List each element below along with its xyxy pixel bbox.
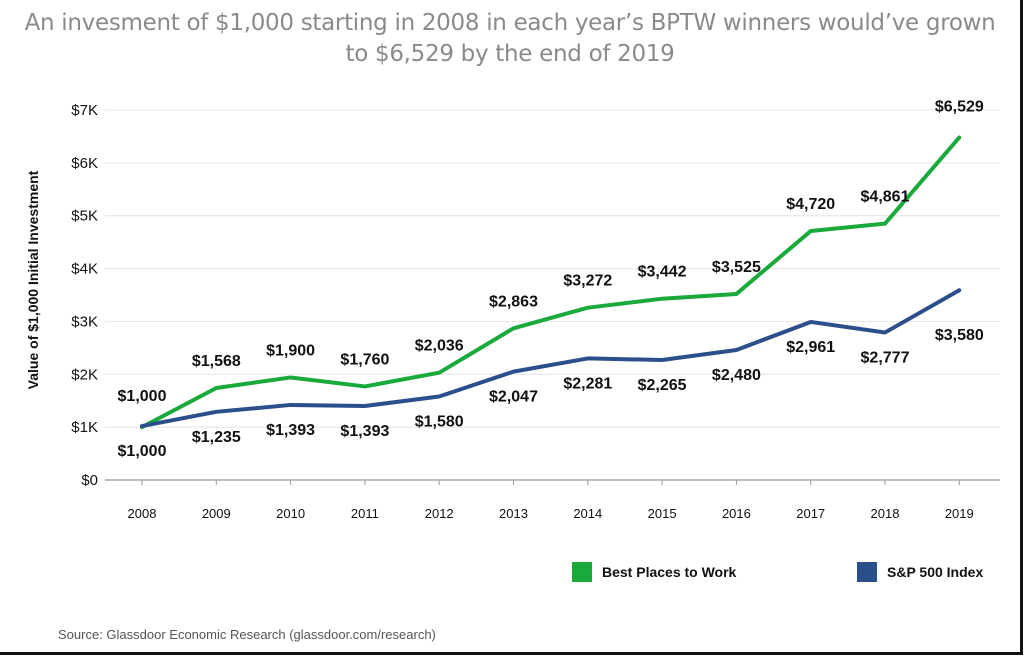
legend-sp500-label: S&P 500 Index <box>887 564 983 580</box>
x-tick-label: 2010 <box>276 506 305 521</box>
y-tick-label: $0 <box>81 472 98 489</box>
series-line-sp500 <box>140 288 962 429</box>
x-tick-label: 2009 <box>202 506 231 521</box>
data-label-sp500: $3,580 <box>935 327 984 344</box>
y-tick-label: $4K <box>71 261 98 278</box>
x-tick-label: 2012 <box>425 506 454 521</box>
title-line-2: to $6,529 by the end of 2019 <box>345 41 675 67</box>
x-tick-label: 2013 <box>499 506 528 521</box>
data-label-bptw: $4,861 <box>861 189 910 206</box>
title-line-1: An invesment of $1,000 starting in 2008 … <box>24 10 996 36</box>
x-tick-label: 2015 <box>648 506 677 521</box>
data-label-sp500: $2,480 <box>712 367 761 384</box>
data-label-bptw: $2,863 <box>489 293 538 310</box>
data-label-sp500: $2,265 <box>638 377 687 394</box>
data-label-bptw: $1,760 <box>340 351 389 368</box>
y-tick-label: $2K <box>71 366 98 383</box>
legend-sp500-swatch <box>857 562 877 582</box>
data-label-bptw: $3,272 <box>563 273 612 290</box>
y-tick-label: $6K <box>71 155 98 172</box>
x-tick-label: 2016 <box>722 506 751 521</box>
x-tick-label: 2018 <box>871 506 900 521</box>
data-label-sp500: $1,580 <box>415 413 464 430</box>
x-tick-label: 2014 <box>573 506 602 521</box>
data-label-bptw: $3,525 <box>712 259 761 276</box>
y-tick-label: $1K <box>71 419 98 436</box>
x-tick-label: 2011 <box>351 506 379 521</box>
x-tick-label: 2019 <box>945 506 974 521</box>
data-label-sp500: $1,393 <box>340 423 389 440</box>
chart-title: An invesment of $1,000 starting in 2008 … <box>20 8 1000 70</box>
series-line-bptw <box>140 135 962 430</box>
y-axis-label: Value of $1,000 Initial Investment <box>25 170 41 389</box>
y-tick-label: $3K <box>71 313 98 330</box>
data-label-sp500: $2,047 <box>489 389 538 406</box>
source-note: Source: Glassdoor Economic Research (gla… <box>58 627 436 642</box>
y-tick-label: $5K <box>71 208 98 225</box>
data-label-bptw: $4,720 <box>786 196 835 213</box>
data-label-bptw: $1,568 <box>192 353 241 370</box>
data-label-sp500: $1,393 <box>266 422 315 439</box>
y-tick-label: $7K <box>71 102 98 119</box>
x-tick-label: 2008 <box>128 506 157 521</box>
data-label-bptw: $3,442 <box>638 264 687 281</box>
legend-bptw-swatch <box>572 562 592 582</box>
data-label-sp500: $2,961 <box>786 339 835 356</box>
data-label-bptw: $1,900 <box>266 342 315 359</box>
data-label-sp500: $1,000 <box>118 443 167 460</box>
x-tick-label: 2017 <box>796 506 825 521</box>
data-label-sp500: $2,281 <box>563 375 612 392</box>
data-label-bptw: $1,000 <box>118 388 167 405</box>
legend-bptw-label: Best Places to Work <box>602 564 737 580</box>
data-label-bptw: $6,529 <box>935 98 984 115</box>
data-label-bptw: $2,036 <box>415 338 464 355</box>
data-label-sp500: $1,235 <box>192 429 241 446</box>
data-label-sp500: $2,777 <box>861 350 910 367</box>
